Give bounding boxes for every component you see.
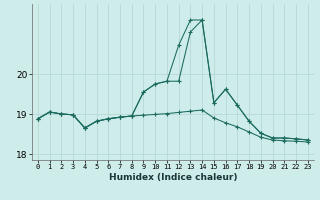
X-axis label: Humidex (Indice chaleur): Humidex (Indice chaleur)	[108, 173, 237, 182]
